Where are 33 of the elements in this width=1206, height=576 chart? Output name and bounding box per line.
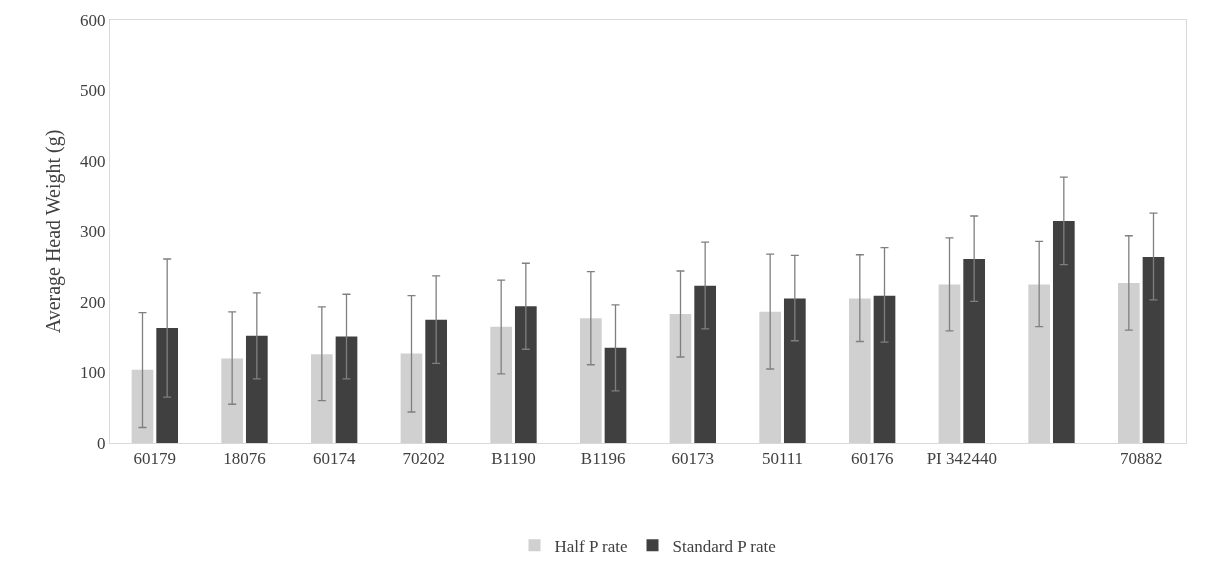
x-tick-label: PI 342440 bbox=[926, 449, 998, 469]
y-tick-label: 300 bbox=[80, 222, 106, 242]
bar bbox=[783, 298, 806, 443]
bar bbox=[514, 306, 537, 443]
x-tick-label: B1196 bbox=[580, 449, 626, 469]
y-tick-label: 500 bbox=[80, 81, 106, 101]
bar bbox=[963, 259, 986, 443]
y-tick-label: 100 bbox=[80, 363, 106, 383]
y-tick-label: 200 bbox=[80, 292, 106, 312]
x-tick-label: 60174 bbox=[312, 449, 356, 469]
bar bbox=[425, 319, 448, 443]
bar bbox=[335, 336, 358, 443]
x-tick-label: 18076 bbox=[223, 449, 266, 469]
bar bbox=[156, 328, 179, 443]
x-tick-label: B1190 bbox=[491, 449, 536, 469]
y-tick-label: 600 bbox=[80, 10, 106, 30]
bar bbox=[873, 295, 896, 443]
x-tick-label: 60173 bbox=[671, 449, 715, 469]
x-tick-label: 70882 bbox=[1119, 449, 1163, 469]
x-tick-label: 70202 bbox=[402, 449, 446, 469]
x-tick-label: 60176 bbox=[850, 449, 894, 469]
legend-label: Standard P rate bbox=[672, 536, 776, 556]
x-tick-label: 50111 bbox=[761, 449, 804, 469]
bar bbox=[1052, 220, 1075, 443]
bar bbox=[694, 285, 717, 443]
y-axis-title: Average Head Weight (g) bbox=[42, 129, 65, 334]
y-tick-label: 400 bbox=[80, 151, 106, 171]
bar bbox=[604, 347, 627, 443]
bar bbox=[245, 335, 268, 443]
y-tick-label: 0 bbox=[97, 433, 106, 453]
bar bbox=[1142, 256, 1165, 443]
x-tick-label: 60179 bbox=[133, 449, 177, 469]
legend-label: Half P rate bbox=[554, 536, 628, 556]
